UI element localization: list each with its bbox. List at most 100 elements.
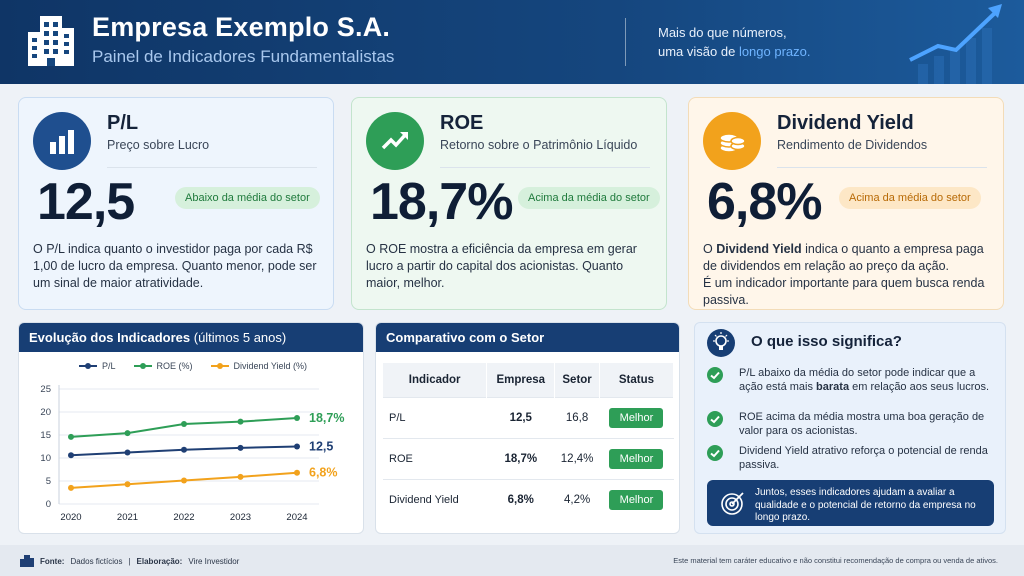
end-value-label: 18,7% [309,411,344,425]
meaning-item: P/L abaixo da média do setor pode indica… [707,367,993,394]
summary-callout: Juntos, esses indicadores ajudam a avali… [707,480,994,526]
cell-empresa: 6,8% [486,478,555,520]
item-text: P/L abaixo da média do setor pode indica… [739,367,976,393]
text-line-2: É um indicador importante para quem busc… [703,276,985,307]
status-badge: Acima da média do setor [518,187,660,209]
tagline-accent: longo prazo. [738,44,811,59]
kpi-name: Dividend Yield [777,112,914,134]
data-point [124,430,131,437]
cell-status: Melhor [599,478,674,520]
data-point [68,452,74,459]
tagline-line-2: uma visão de longo prazo. [658,42,811,61]
cell-empresa: 18,7% [486,437,555,479]
legend-label: Dividend Yield (%) [233,361,308,371]
meaning-title: O que isso significa? [751,333,902,350]
kpi-explanation: O Dividend Yield indica o quanto a empre… [703,241,993,309]
data-point [237,473,244,480]
kpi-value: 18,7% [370,173,513,231]
data-point [294,469,300,476]
data-point [294,443,300,450]
series-line-1 [70,416,298,438]
text-rest: indica o quanto a empresa paga de divide… [703,242,984,273]
kpi-value: 12,5 [37,173,135,231]
y-tick-label: 10 [40,453,51,464]
meaning-item: Dividend Yield atrativo reforça o potenc… [707,445,993,472]
legend-item-roe: ROE (%) [133,361,193,371]
kpi-name: ROE [440,112,484,134]
footer-value: Dados fictícios [70,556,123,566]
cell-status: Melhor [599,396,674,438]
growth-chart-icon [909,4,1002,84]
footer: Fonte: Dados fictícios | Elaboração: Vir… [0,545,1024,576]
meaning-panel: O que isso significa? P/L abaixo da médi… [694,322,1006,534]
line-chart: 0 5 10 15 20 25 2020 2021 2022 2023 2024 12,5 18,7% 6… [40,384,344,523]
end-value-label: 6,8% [309,466,338,480]
kpi-explanation: O P/L indica quanto o investidor paga po… [33,242,317,290]
x-tick-label: 2023 [230,512,251,523]
page-subtitle: Painel de Indicadores Fundamentalistas [92,47,395,66]
bar-chart-icon [33,112,91,170]
status-badge: Melhor [609,489,664,510]
footer-label: Fonte: [40,556,65,566]
kpi-card-dividend-yield: Dividend Yield Rendimento de Dividendos … [688,97,1004,310]
item-text: Dividend Yield atrativo reforça o potenc… [739,445,988,471]
data-point [68,484,74,491]
data-point [68,433,74,440]
status-badge: Acima da média do setor [839,187,981,209]
panel-title-suffix: (últimos 5 anos) [193,330,287,345]
panel-header: Evolução dos Indicadores (últimos 5 anos… [19,323,363,352]
footer-separator: | [128,556,131,566]
comparison-table: Indicador Empresa Setor Status P/L 12,5 … [383,363,675,520]
status-badge: Melhor [609,407,664,428]
item-text: ROE acima da média mostra uma boa geraçã… [739,411,985,437]
kpi-name: P/L [107,112,139,134]
table-row: P/L 12,5 16,8 Melhor [383,396,674,438]
footer-label: Elaboração: [136,556,183,566]
kpi-description: Preço sobre Lucro [107,138,210,152]
check-icon [707,445,723,461]
legend-item-dy: Dividend Yield (%) [210,361,308,371]
column-header: Indicador [383,363,488,397]
status-badge: Abaixo da média do setor [175,187,320,209]
cell-setor: 4,2% [554,478,600,520]
text-bold: Dividend Yield [716,242,802,256]
header-divider [625,18,626,66]
data-point [124,481,131,488]
data-point [124,449,131,456]
cell-indicador: Dividend Yield [383,478,487,520]
data-point [237,418,244,425]
legend-label: ROE (%) [156,361,193,371]
building-icon [28,16,74,66]
tagline-line-1: Mais do que números, [658,25,787,40]
cell-setor: 16,8 [554,396,600,438]
target-icon [721,492,744,515]
y-tick-label: 5 [46,476,51,487]
footer-disclaimer: Este material tem caráter educativo e nã… [673,556,998,565]
y-tick-label: 25 [40,384,51,395]
data-point [181,446,187,453]
y-tick-label: 15 [40,430,51,441]
page-title: Empresa Exemplo S.A. [92,12,391,42]
data-point [237,444,244,451]
kpi-divider [440,167,650,168]
x-tick-label: 2021 [117,512,138,523]
evolution-chart-panel: Evolução dos Indicadores (últimos 5 anos… [18,322,364,534]
x-tick-label: 2022 [173,512,194,523]
check-icon [707,411,723,427]
footer-source: Fonte: Dados fictícios | Elaboração: Vir… [20,555,239,567]
table-header-row: Indicador Empresa Setor Status [383,363,675,397]
chart-legend: P/L ROE (%) Dividend Yield (%) [79,361,307,371]
y-tick-label: 20 [40,407,51,418]
kpi-description: Rendimento de Dividendos [777,138,928,152]
column-header: Empresa [486,363,556,397]
cell-indicador: P/L [383,396,487,438]
kpi-divider [777,167,987,168]
comparison-panel: Comparativo com o Setor Indicador Empres… [375,322,680,534]
status-badge: Melhor [609,448,664,469]
legend-item-pl: P/L [79,361,116,371]
cell-setor: 12,4% [554,437,600,479]
panel-header: Comparativo com o Setor [376,323,679,352]
y-tick-label: 0 [46,499,51,510]
column-header: Status [599,363,675,397]
x-tick-label: 2020 [60,512,81,523]
